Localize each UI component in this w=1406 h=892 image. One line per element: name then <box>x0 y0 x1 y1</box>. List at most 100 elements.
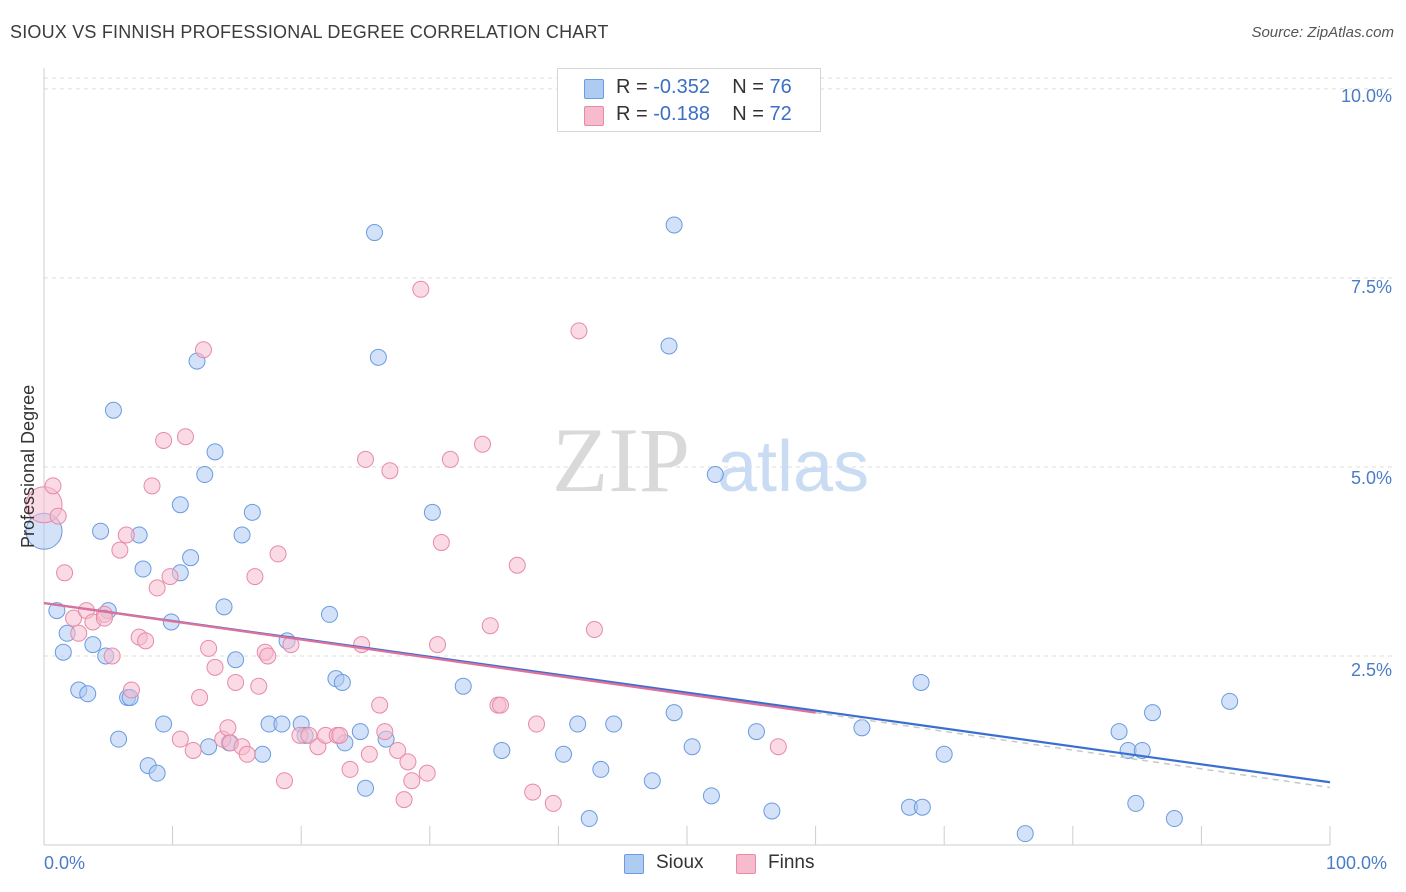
point-sioux <box>84 636 102 654</box>
point-finns <box>122 681 140 699</box>
point-sioux <box>196 466 214 484</box>
point-finns <box>353 636 371 654</box>
point-finns <box>176 428 194 446</box>
point-sioux <box>92 522 110 540</box>
point-finns <box>155 431 173 449</box>
point-sioux <box>493 741 511 759</box>
point-finns <box>161 568 179 586</box>
point-finns <box>148 579 166 597</box>
point-sioux <box>912 673 930 691</box>
trend-line-finns <box>43 601 816 714</box>
point-finns <box>418 764 436 782</box>
point-finns <box>492 696 510 714</box>
point-sioux <box>134 560 152 578</box>
point-sioux <box>215 598 233 616</box>
point-sioux <box>763 802 781 820</box>
point-finns <box>238 745 256 763</box>
point-sioux <box>702 787 720 805</box>
point-sioux <box>643 772 661 790</box>
legend-swatch-sioux <box>584 79 604 99</box>
point-sioux <box>357 779 374 797</box>
point-finns <box>395 791 413 809</box>
point-finns <box>371 696 389 714</box>
point-sioux <box>333 673 351 691</box>
point-finns <box>474 435 492 453</box>
point-sioux <box>155 715 173 733</box>
point-finns <box>103 647 121 665</box>
point-sioux <box>935 745 953 763</box>
point-finns <box>250 677 268 695</box>
x-tick-label-max: 100.0% <box>1326 853 1388 873</box>
point-finns <box>528 715 546 733</box>
point-sioux <box>171 496 189 514</box>
point-finns <box>544 794 562 812</box>
watermark-atlas: atlas <box>717 427 869 507</box>
correlation-legend: R = -0.352 N = 76 R = -0.188 N = 72 <box>557 68 821 132</box>
legend-r-value: -0.188 <box>653 103 710 125</box>
point-finns <box>432 534 450 552</box>
point-sioux <box>454 677 472 695</box>
point-finns <box>389 741 407 759</box>
chart-source: Source: ZipAtlas.com <box>1251 24 1394 41</box>
point-finns <box>227 673 245 691</box>
point-finns <box>399 753 417 771</box>
point-sioux <box>747 723 765 741</box>
point-finns <box>275 772 293 790</box>
point-finns <box>111 541 129 559</box>
point-finns <box>570 322 588 340</box>
point-finns <box>524 783 542 801</box>
point-sioux <box>1016 825 1034 843</box>
point-finns <box>191 689 209 707</box>
legend-swatch-finns <box>584 106 604 126</box>
point-finns <box>341 760 359 778</box>
y-tick-label-7.5: 7.5% <box>1350 277 1392 297</box>
point-sioux <box>182 549 200 567</box>
series-swatch-sioux <box>624 854 644 874</box>
point-finns <box>508 556 526 574</box>
point-sioux <box>104 401 122 419</box>
point-finns <box>184 741 202 759</box>
point-finns <box>56 564 74 582</box>
point-sioux <box>706 466 724 484</box>
point-finns <box>117 526 135 544</box>
point-finns <box>381 462 399 480</box>
point-sioux <box>233 526 251 544</box>
point-sioux <box>592 760 610 778</box>
y-tick-label-10: 10.0% <box>1340 86 1392 106</box>
point-finns <box>441 450 459 468</box>
point-sioux <box>555 745 573 763</box>
watermark: ZIP atlas <box>552 409 869 511</box>
point-sioux <box>853 719 871 737</box>
point-finns <box>200 639 218 657</box>
legend-r-label: R = <box>616 76 648 98</box>
point-finns <box>331 726 349 744</box>
point-finns <box>585 621 603 639</box>
legend-n-label: N = <box>732 103 764 125</box>
point-sioux <box>1165 810 1183 828</box>
point-finns <box>246 568 264 586</box>
point-finns <box>70 624 88 642</box>
point-finns <box>143 477 161 495</box>
point-sioux <box>683 738 701 756</box>
point-sioux <box>48 602 66 620</box>
point-sioux <box>227 651 245 669</box>
point-finns <box>357 450 374 468</box>
point-sioux <box>580 810 598 828</box>
point-finns <box>412 280 430 298</box>
point-finns <box>259 647 277 665</box>
point-sioux <box>243 503 261 521</box>
point-sioux <box>320 605 338 623</box>
point-sioux <box>369 348 387 366</box>
point-finns <box>49 507 67 525</box>
point-finns <box>44 477 62 495</box>
point-sioux <box>569 715 587 733</box>
data-points <box>25 216 1239 843</box>
point-finns <box>269 545 287 563</box>
point-sioux <box>273 715 291 733</box>
trend-extension-finns <box>815 711 1331 789</box>
x-tick-label-min: 0.0% <box>44 853 86 873</box>
legend-n-value: 76 <box>769 76 792 98</box>
point-finns <box>194 341 212 359</box>
legend-n-label: N = <box>732 76 764 98</box>
point-sioux <box>351 723 369 741</box>
